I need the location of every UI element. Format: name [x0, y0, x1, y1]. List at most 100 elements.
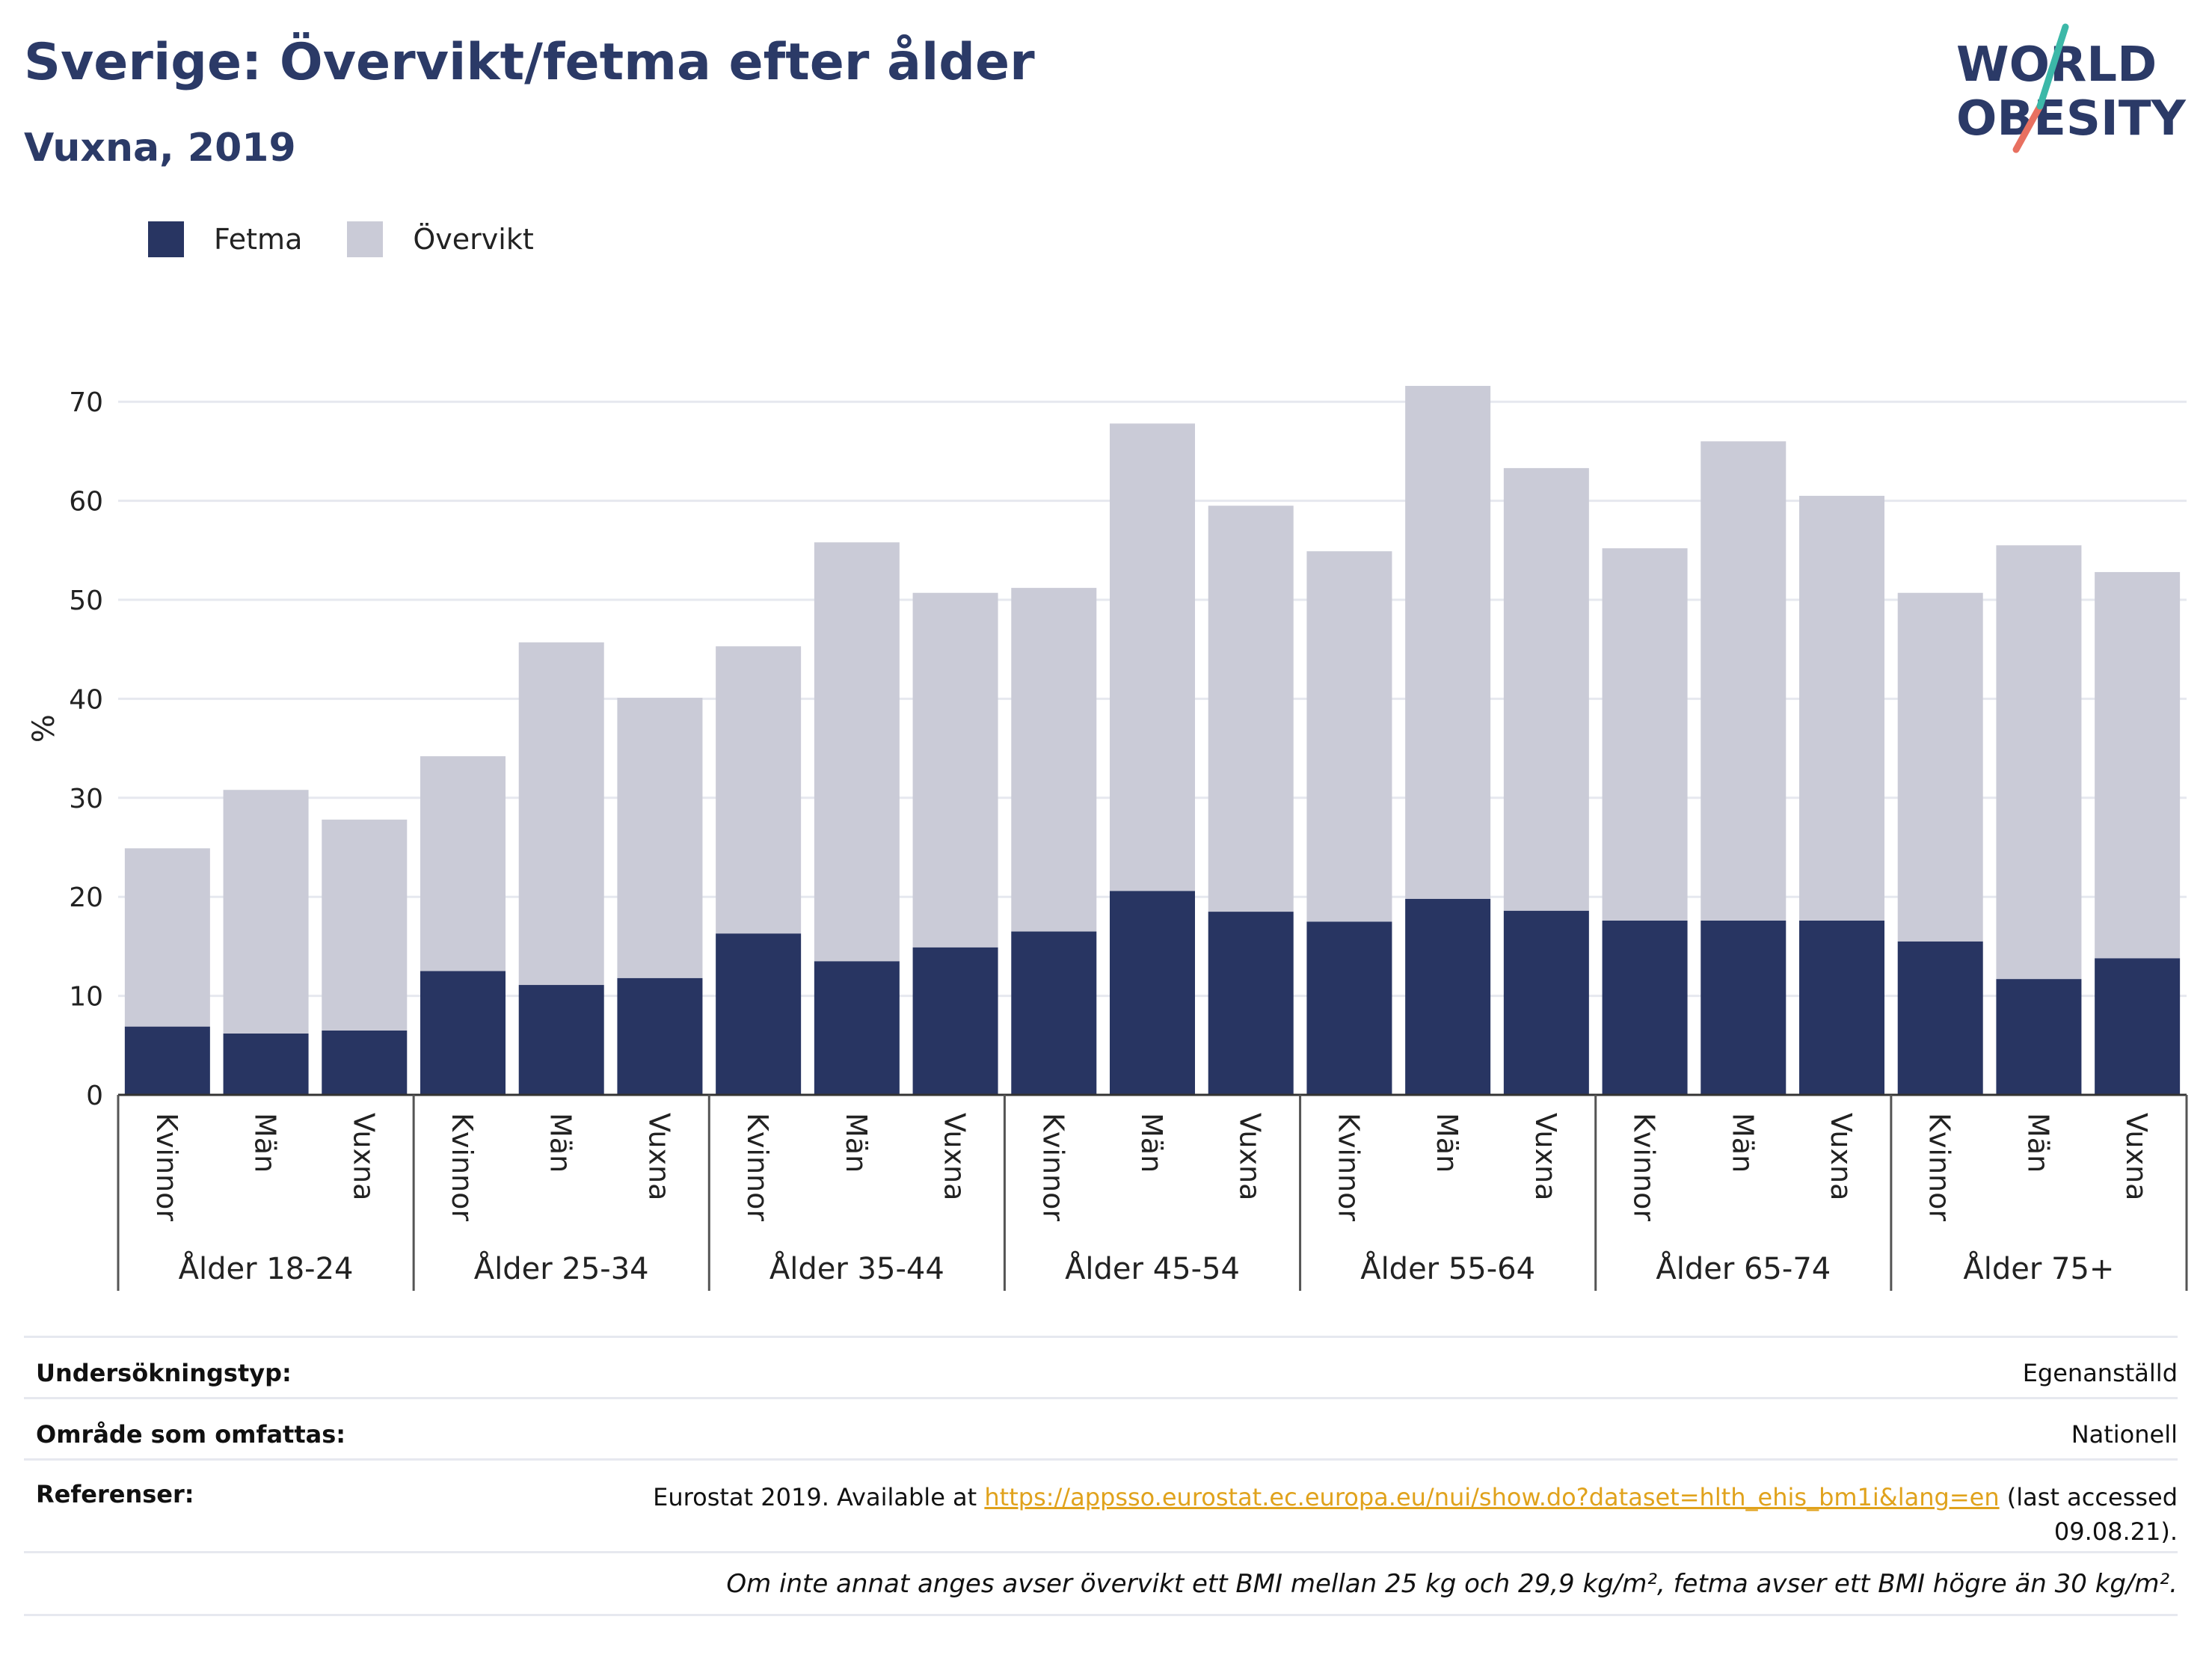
info-row-area: Område som omfattas: Nationell [24, 1397, 2178, 1459]
world-obesity-logo: WORLD OBESITY [1956, 23, 2186, 153]
bar-fetma [1110, 891, 1195, 1095]
x-tick-label: Män [249, 1113, 282, 1173]
legend-item-fetma[interactable]: Fetma [148, 221, 302, 257]
x-tick-label: Vuxna [1529, 1113, 1562, 1200]
bar-overvikt [1011, 588, 1097, 932]
x-tick-label: Män [2021, 1113, 2054, 1173]
x-tick-label: Vuxna [2120, 1113, 2153, 1200]
bar-overvikt [1405, 386, 1491, 899]
bar-overvikt [814, 542, 900, 962]
y-axis-title: % [27, 714, 61, 743]
bar-fetma [617, 977, 703, 1095]
area-label: Område som omfattas: [36, 1420, 346, 1449]
y-tick-label: 40 [69, 684, 103, 715]
bar-fetma [1405, 898, 1491, 1095]
x-tick-label: Vuxna [1234, 1113, 1267, 1200]
bar-overvikt [716, 646, 802, 934]
group-label: Ålder 65-74 [1656, 1250, 1831, 1286]
x-tick-label: Män [1135, 1113, 1168, 1173]
bar-fetma [1306, 921, 1392, 1095]
bar-overvikt [1602, 548, 1688, 921]
survey-value: Egenanställd [2022, 1359, 2178, 1387]
bar-fetma [1799, 920, 1884, 1095]
y-tick-label: 20 [69, 882, 103, 913]
bar-overvikt [1701, 441, 1787, 921]
bar-fetma [1602, 920, 1688, 1095]
bar-fetma [814, 961, 900, 1095]
ref-date: 09.08.21). [2053, 1517, 2178, 1546]
bar-overvikt [1110, 423, 1195, 891]
ref-prefix: Eurostat 2019. Available at [653, 1483, 985, 1511]
bar-overvikt [124, 848, 210, 1027]
survey-label: Undersökningstyp: [36, 1359, 292, 1387]
bar-fetma [912, 947, 998, 1095]
info-row-survey: Undersökningstyp: Egenanställd [24, 1336, 2178, 1398]
bar-overvikt [420, 756, 506, 971]
chart-legend: Fetma Övervikt [148, 221, 579, 257]
bottom-divider [24, 1614, 2178, 1616]
bar-overvikt [1897, 592, 1983, 942]
x-tick-label: Vuxna [938, 1113, 971, 1200]
x-tick-label: Kvinnor [1923, 1113, 1956, 1221]
info-divider [24, 1551, 2178, 1553]
legend-swatch-overvikt [347, 221, 384, 257]
ref-link[interactable]: https://appsso.eurostat.ec.europa.eu/nui… [984, 1483, 2000, 1511]
y-tick-label: 10 [69, 982, 103, 1013]
x-tick-label: Kvinnor [446, 1113, 479, 1221]
y-tick-label: 50 [69, 586, 103, 616]
chart-title: Sverige: Övervikt/fetma efter ålder [24, 33, 1035, 92]
x-tick-label: Vuxna [642, 1113, 675, 1200]
x-tick-label: Män [544, 1113, 577, 1173]
bar-overvikt [322, 819, 408, 1031]
bar-fetma [322, 1030, 408, 1095]
x-tick-label: Kvinnor [741, 1113, 774, 1221]
x-tick-label: Kvinnor [150, 1113, 183, 1221]
bar-overvikt [912, 592, 998, 948]
bar-overvikt [2095, 571, 2181, 959]
ref-label: Referenser: [36, 1480, 194, 1508]
bar-overvikt [1208, 506, 1294, 912]
group-label: Ålder 35-44 [769, 1250, 944, 1286]
x-tick-label: Kvinnor [1628, 1113, 1661, 1221]
group-label: Ålder 75+ [1963, 1250, 2114, 1286]
x-tick-label: Män [1726, 1113, 1759, 1173]
stacked-bar-chart: 0 10 20 30 40 50 60 70% Kvinnor Män Vuxna Kvinnor Mä… [27, 386, 2188, 1291]
legend-label-overvikt: Övervikt [413, 223, 534, 256]
bar-fetma [1996, 979, 2082, 1095]
bar-overvikt [1996, 545, 2082, 980]
bar-overvikt [1503, 467, 1589, 911]
legend-label-fetma: Fetma [214, 223, 303, 256]
bar-fetma [1701, 920, 1787, 1095]
bar-overvikt [1799, 495, 1884, 921]
bar-fetma [1503, 910, 1589, 1095]
legend-item-overvikt[interactable]: Övervikt [347, 221, 534, 257]
bar-fetma [1897, 941, 1983, 1095]
y-tick-label: 30 [69, 784, 103, 814]
bar-overvikt [223, 790, 309, 1034]
x-tick-label: Vuxna [347, 1113, 380, 1200]
bar-overvikt [617, 698, 703, 978]
bar-fetma [1011, 931, 1097, 1095]
chart-subtitle: Vuxna, 2019 [24, 126, 296, 171]
bar-fetma [716, 933, 802, 1095]
area-value: Nationell [2071, 1420, 2178, 1449]
legend-swatch-fetma [148, 221, 184, 257]
group-label: Ålder 25-34 [474, 1250, 649, 1286]
logo-line2: OBESITY [1956, 91, 2186, 147]
y-tick-label: 70 [69, 387, 103, 418]
x-tick-label: Kvinnor [1332, 1113, 1365, 1221]
group-label: Ålder 18-24 [179, 1250, 354, 1286]
bar-overvikt [518, 642, 604, 986]
bar-fetma [124, 1026, 210, 1095]
bar-fetma [518, 985, 604, 1095]
x-tick-label: Män [840, 1113, 873, 1173]
logo-slash-teal [2036, 23, 2069, 110]
group-label: Ålder 45-54 [1065, 1250, 1240, 1286]
x-tick-label: Män [1431, 1113, 1463, 1173]
logo-slash-coral [2012, 102, 2044, 153]
bar-fetma [1208, 912, 1294, 1095]
definition-note: Om inte annat anges avser övervikt ett B… [726, 1569, 2178, 1599]
x-tick-label: Vuxna [1825, 1113, 1858, 1200]
bar-fetma [223, 1033, 309, 1095]
bar-fetma [420, 971, 506, 1095]
